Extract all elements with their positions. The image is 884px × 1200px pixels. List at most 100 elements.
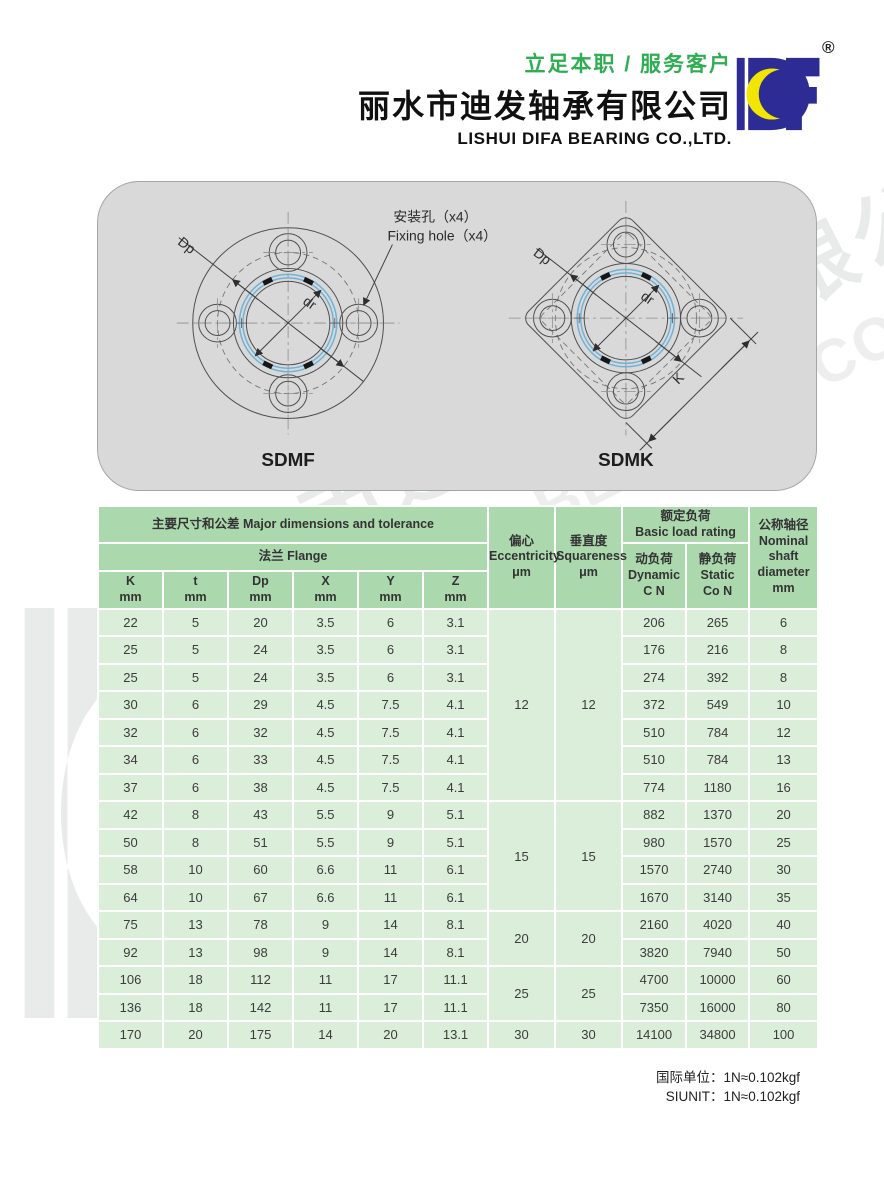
table-cell: 60 [227, 855, 294, 885]
header-flange: 法兰 Flange [96, 542, 490, 573]
table-cell: 50 [97, 827, 164, 857]
table-row: 136 18 142 11 17 11.1 7350 16000 80 [97, 992, 820, 1022]
table-cell: 4020 [685, 910, 751, 940]
table-cell: 100 [748, 1020, 820, 1050]
table-cell: 6 [357, 635, 424, 665]
table-cell: 510 [621, 745, 688, 775]
table-cell: 10000 [685, 965, 751, 995]
table-cell: 3820 [621, 937, 688, 967]
table-cell: 170 [97, 1020, 164, 1050]
table-row: 25 5 24 3.5 6 3.1 176 216 8 [97, 635, 820, 665]
table-cell: 112 [227, 965, 294, 995]
table-cell: 4.5 [292, 690, 359, 720]
table-cell: 24 [227, 635, 294, 665]
table-cell: 7.5 [357, 772, 424, 802]
header-col-y: Y mm [357, 570, 424, 610]
table-cell: 5.5 [292, 827, 359, 857]
header-squareness: 垂直度 Squareness μm [554, 505, 627, 610]
table-cell: 20 [357, 1020, 424, 1050]
table-row: 58 10 60 6.6 11 6.1 1570 2740 30 [97, 855, 820, 885]
table-cell: 13 [748, 745, 820, 775]
table-cell: 18 [162, 992, 229, 1022]
dp-dimension-label: Dp [531, 244, 555, 268]
table-cell: 8 [748, 635, 820, 665]
spec-table-header: 主要尺寸和公差 Major dimensions and tolerance 偏… [96, 504, 820, 610]
table-cell: 24 [227, 662, 294, 692]
table-cell: 10 [162, 855, 229, 885]
table-cell: 3.5 [292, 607, 359, 637]
drawing-panel: dr Dp SDMF 安装孔（x4） F [97, 181, 817, 491]
table-cell: 33 [227, 745, 294, 775]
header-col-dp: Dp mm [227, 570, 294, 610]
header-major-dimensions: 主要尺寸和公差 Major dimensions and tolerance [96, 504, 490, 545]
table-cell: 4.1 [421, 745, 490, 775]
table-cell: 20 [162, 1020, 229, 1050]
table-cell: 17 [357, 992, 424, 1022]
table-cell: 30 [554, 1020, 624, 1050]
table-cell: 14100 [621, 1020, 688, 1050]
table-cell: 5 [162, 662, 229, 692]
table-cell: 29 [227, 690, 294, 720]
table-cell: 7.5 [357, 717, 424, 747]
table-cell: 1180 [685, 772, 751, 802]
sdmf-drawing: Dp [175, 211, 400, 435]
table-cell: 30 [487, 1020, 557, 1050]
table-cell: 38 [227, 772, 294, 802]
table-cell: 67 [227, 882, 294, 912]
table-cell: 12 [487, 607, 557, 802]
table-cell: 510 [621, 717, 688, 747]
table-cell: 9 [357, 827, 424, 857]
table-cell: 98 [227, 937, 294, 967]
table-cell: 32 [97, 717, 164, 747]
table-cell: 43 [227, 800, 294, 830]
table-cell: 1370 [685, 800, 751, 830]
table-cell: 206 [621, 607, 688, 637]
company-slogan: 立足本职 / 服务客户 [524, 53, 732, 76]
table-cell: 4.1 [421, 772, 490, 802]
table-cell: 4700 [621, 965, 688, 995]
table-cell: 18 [162, 965, 229, 995]
table-cell: 3.5 [292, 635, 359, 665]
table-row: 170 20 175 14 20 13.1 30 30 14100 34800 100 [97, 1020, 820, 1050]
table-cell: 37 [97, 772, 164, 802]
table-cell: 50 [748, 937, 820, 967]
company-name-en: LISHUI DIFA BEARING CO.,LTD. [457, 129, 732, 148]
header-row-dims: K mm t mm Dp mm X mm Y mm Z mm [97, 570, 818, 610]
table-cell: 14 [357, 937, 424, 967]
table-row: 64 10 67 6.6 11 6.1 1670 3140 35 [97, 882, 820, 912]
table-cell: 13 [162, 910, 229, 940]
table-row: 106 18 112 11 17 11.1 25 25 4700 10000 60 [97, 965, 820, 1022]
table-cell: 20 [554, 910, 624, 967]
table-cell: 16 [748, 772, 820, 802]
table-cell: 106 [97, 965, 164, 995]
table-cell: 2160 [621, 910, 688, 940]
table-cell: 2740 [685, 855, 751, 885]
df-logo-icon [736, 57, 820, 131]
unit-notes: 国际单位：1N≈0.102kgf SIUNIT：1N≈0.102kgf [656, 1068, 800, 1106]
table-cell: 6 [357, 662, 424, 692]
table-cell: 1670 [621, 882, 688, 912]
table-cell: 784 [685, 745, 751, 775]
table-cell: 3.1 [421, 607, 490, 637]
table-cell: 20 [748, 800, 820, 830]
table-cell: 58 [97, 855, 164, 885]
table-cell: 980 [621, 827, 688, 857]
table-cell: 11 [292, 965, 359, 995]
table-cell: 6.1 [421, 855, 490, 885]
table-row: 25 5 24 3.5 6 3.1 274 392 8 [97, 662, 820, 692]
table-row: 32 6 32 4.5 7.5 4.1 510 784 12 [97, 717, 820, 747]
table-cell: 14 [292, 1020, 359, 1050]
fixing-hole-leader-line [363, 244, 393, 306]
table-cell: 25 [554, 965, 624, 1022]
table-cell: 25 [748, 827, 820, 857]
table-cell: 30 [748, 855, 820, 885]
table-row: 42 8 43 5.5 9 5.1 15 15 882 1370 20 [97, 800, 820, 912]
table-cell: 75 [97, 910, 164, 940]
table-cell: 11.1 [421, 992, 490, 1022]
table-row: 30 6 29 4.5 7.5 4.1 372 549 10 [97, 690, 820, 720]
header-dynamic-load: 动负荷 Dynamic C N [621, 542, 688, 610]
table-cell: 10 [748, 690, 820, 720]
header-col-z: Z mm [421, 570, 490, 610]
table-cell: 7350 [621, 992, 688, 1022]
